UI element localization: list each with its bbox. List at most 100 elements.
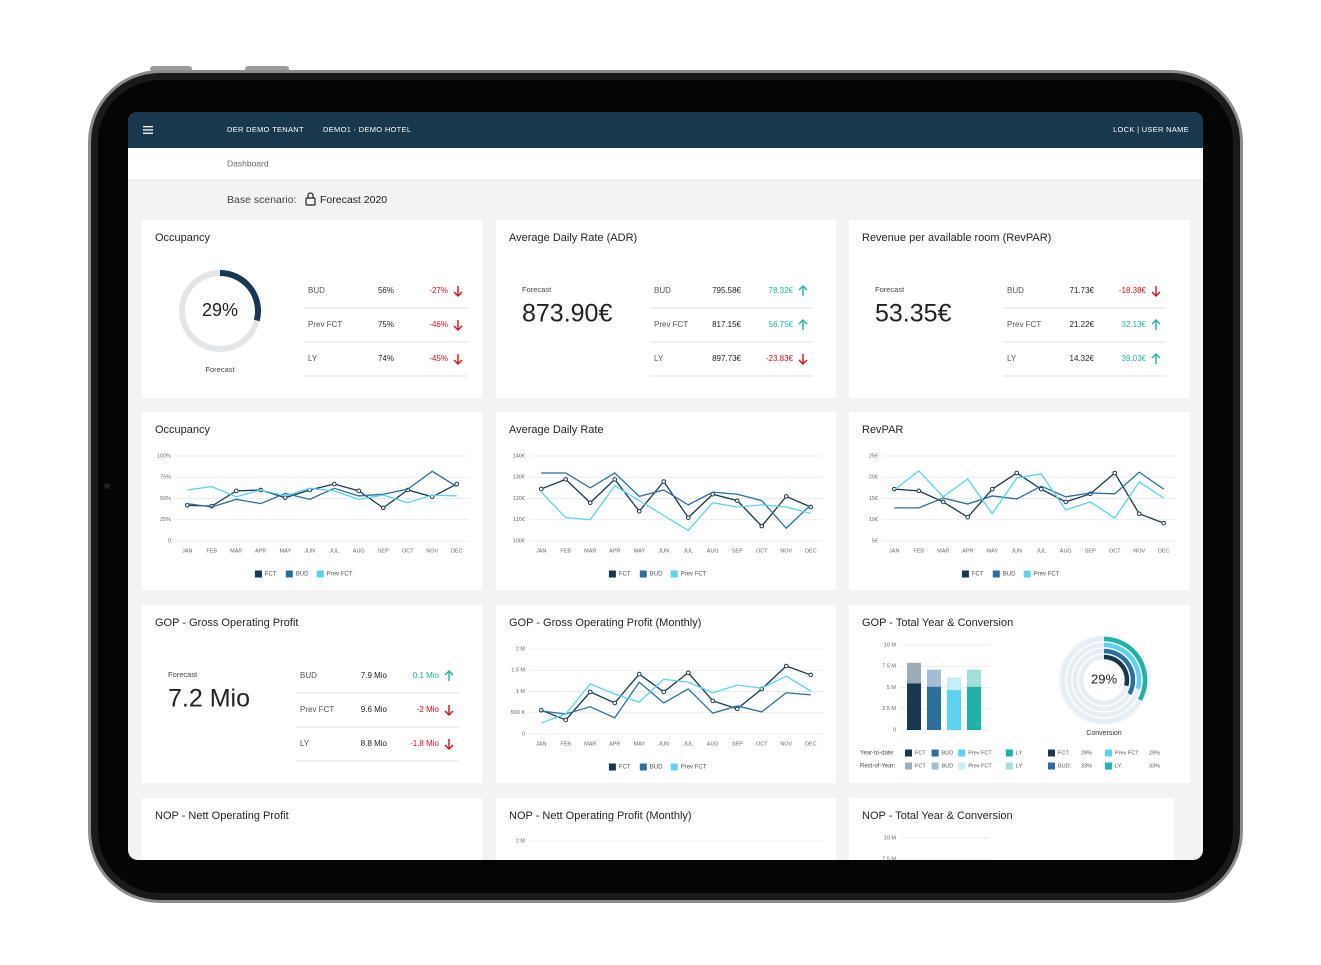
row-value: 9.6 Mio <box>361 705 388 714</box>
legend-swatch <box>639 570 647 578</box>
card-title: Occupancy <box>155 424 211 436</box>
legend-value: 29% <box>1149 750 1160 756</box>
x-tick-label: DEC <box>1158 548 1170 554</box>
legend-label: BUD <box>650 765 663 771</box>
card-title: RevPAR <box>862 424 903 436</box>
legend-swatch <box>1023 570 1031 578</box>
screen: DER DEMO TENANT DEMO1 - DEMO HOTEL LOCK … <box>128 112 1203 860</box>
row-value: 14.32€ <box>1070 354 1095 363</box>
row-value: 817.15€ <box>712 320 741 329</box>
y-tick-label: 1.5 M <box>511 668 525 674</box>
row-label: BUD <box>308 286 325 295</box>
breadcrumb-bar <box>128 148 1203 180</box>
legend-label: Prev FCT <box>327 572 353 578</box>
data-point <box>538 486 544 492</box>
forecast-value: 873.90€ <box>522 300 612 328</box>
x-tick-label: JAN <box>536 548 546 554</box>
legend-swatch <box>608 570 616 578</box>
bar-rest <box>927 669 941 687</box>
ring-arc <box>1103 642 1142 690</box>
stack-label: Rest-of-Year: <box>860 764 895 770</box>
y-tick-label: 75% <box>160 475 171 481</box>
card-title: Average Daily Rate (ADR) <box>509 232 637 244</box>
legend-label: Prev FCT <box>968 750 992 756</box>
row-delta: -27% <box>429 286 448 295</box>
x-tick-label: DEC <box>805 548 817 554</box>
legend-label: BUD <box>296 572 309 578</box>
data-point <box>612 700 618 706</box>
scenario-value[interactable]: Forecast 2020 <box>320 194 387 206</box>
x-tick-label: FEB <box>560 741 571 747</box>
tenant-name[interactable]: DER DEMO TENANT <box>227 125 304 134</box>
breadcrumb[interactable]: Dashboard <box>227 158 269 168</box>
legend-label: FCT <box>619 765 631 771</box>
legend-value: 33% <box>1149 763 1160 769</box>
row-label: BUD <box>654 286 671 295</box>
row-delta: -23.83€ <box>766 354 794 363</box>
y-tick-label: 15€ <box>869 496 878 502</box>
series-line <box>541 681 811 719</box>
data-point <box>940 499 946 505</box>
data-point <box>965 514 971 520</box>
legend-label: BUD <box>650 572 663 578</box>
x-tick-label: MAY <box>633 548 645 554</box>
card-title: GOP - Gross Operating Profit <box>155 617 298 629</box>
x-tick-label: JUN <box>304 548 315 554</box>
lock-body <box>305 197 316 206</box>
legend-label: BUD <box>942 750 954 756</box>
data-point <box>331 481 337 487</box>
data-point <box>356 488 362 494</box>
row-delta: -46% <box>429 320 448 329</box>
row-delta: 0.1 Mio <box>413 671 440 680</box>
y-tick-label: 500 K <box>511 710 526 716</box>
x-tick-label: NOV <box>1133 548 1145 554</box>
y-tick-label: 50% <box>160 496 171 502</box>
data-point <box>685 515 691 520</box>
legend-swatch <box>316 570 324 578</box>
forecast-value: 53.35€ <box>875 300 952 328</box>
row-label: LY <box>300 739 310 748</box>
donut-title: Conversion <box>1086 730 1122 737</box>
trend-up-icon <box>444 670 454 681</box>
card-title: NOP - Nett Operating Profit (Monthly) <box>509 810 692 822</box>
row-label: LY <box>654 354 664 363</box>
trend-down-icon <box>453 286 463 297</box>
card <box>142 605 482 783</box>
x-tick-label: DEC <box>451 548 463 554</box>
forecast-label: Forecast <box>168 670 198 679</box>
data-point <box>1136 511 1142 517</box>
legend-swatch <box>254 570 262 578</box>
card-title: Occupancy <box>155 232 211 244</box>
hotel-name[interactable]: DEMO1 - DEMO HOTEL <box>323 125 411 134</box>
legend-swatch <box>905 762 912 770</box>
x-tick-label: JAN <box>889 548 899 554</box>
card <box>496 412 836 590</box>
menu-line <box>143 126 153 128</box>
legend-swatch <box>961 570 969 578</box>
x-tick-label: JUL <box>329 548 339 554</box>
y-tick-label: 20€ <box>869 475 878 481</box>
data-point <box>710 698 716 704</box>
menu-icon[interactable] <box>143 126 153 134</box>
data-point <box>612 477 618 482</box>
trend-up-icon <box>798 285 808 296</box>
x-tick-label: JUN <box>658 741 669 747</box>
ring-arc <box>1103 636 1148 701</box>
legend-label: LY: <box>1115 763 1123 769</box>
x-tick-label: AUG <box>707 741 719 747</box>
user-menu[interactable]: LOCK | USER NAME <box>1113 125 1189 134</box>
legend-swatch <box>958 749 966 757</box>
x-tick-label: APR <box>255 548 266 554</box>
lock-icon <box>305 192 316 206</box>
legend-swatch <box>931 749 939 757</box>
gauge-label: 29% <box>202 300 238 320</box>
data-point <box>587 689 593 695</box>
trend-up-icon <box>1151 319 1161 330</box>
x-tick-label: NOV <box>780 548 792 554</box>
y-tick-label: 10€ <box>869 517 878 523</box>
card-title: NOP - Nett Operating Profit <box>155 810 289 822</box>
y-tick-label: 2 M <box>516 646 526 652</box>
trend-down-icon <box>453 354 463 365</box>
bar-ytd <box>947 690 961 730</box>
